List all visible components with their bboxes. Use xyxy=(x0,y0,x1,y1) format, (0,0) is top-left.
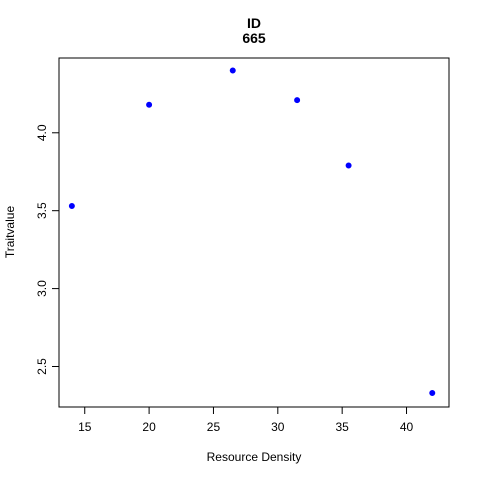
chart-title: ID xyxy=(247,15,261,31)
x-axis: 15 20 25 30 35 40 xyxy=(78,406,414,434)
chart-subtitle: 665 xyxy=(242,30,266,46)
plot-area-frame xyxy=(58,57,450,408)
y-tick-label: 3.5 xyxy=(35,202,49,219)
y-axis: 2.5 3.0 3.5 4.0 xyxy=(35,124,60,375)
x-tick-label: 40 xyxy=(400,420,414,434)
x-axis-label: Resource Density xyxy=(207,450,302,464)
y-axis-label: Traitvalue xyxy=(3,206,17,259)
x-tick-label: 15 xyxy=(78,420,92,434)
x-tick-label: 30 xyxy=(271,420,285,434)
scatter-point xyxy=(68,203,75,210)
y-tick-label: 4.0 xyxy=(35,124,49,141)
x-tick-label: 20 xyxy=(142,420,156,434)
scatter-point xyxy=(146,101,153,108)
scatter-point xyxy=(345,162,352,169)
y-tick-label: 2.5 xyxy=(35,358,49,375)
x-tick-label: 25 xyxy=(207,420,221,434)
scatter-point xyxy=(429,389,436,396)
data-points xyxy=(68,67,436,396)
scatter-point xyxy=(229,67,236,74)
scatter-point xyxy=(294,97,301,104)
y-tick-label: 3.0 xyxy=(35,280,49,297)
x-tick-label: 35 xyxy=(335,420,349,434)
